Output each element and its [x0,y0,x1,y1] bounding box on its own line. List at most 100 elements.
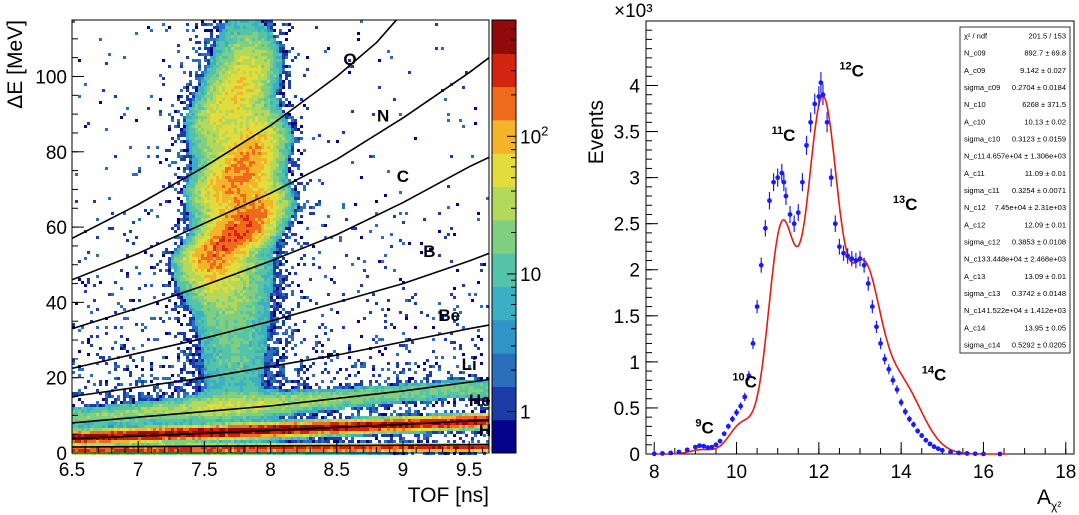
heatmap-cell [249,125,252,128]
heatmap-cell [252,287,255,290]
heatmap-cell [255,122,258,125]
heatmap-cell [249,443,252,446]
heatmap-cell [231,203,234,206]
heatmap-cell [207,368,210,371]
heatmap-cell [252,353,255,356]
heatmap-cell [234,98,237,101]
heatmap-cell [201,149,204,152]
heatmap-cell [219,434,222,437]
heatmap-cell [255,155,258,158]
heatmap-cell [222,146,225,149]
heatmap-cell [201,314,204,317]
heatmap-cell [252,149,255,152]
heatmap-cell [243,296,246,299]
heatmap-cell [240,374,243,377]
heatmap-cell [228,233,231,236]
heatmap-cell [189,428,192,431]
heatmap-cell [159,413,162,416]
heatmap-cell [189,221,192,224]
heatmap-cell [189,128,192,131]
heatmap-cell [249,56,252,59]
heatmap-cell [162,392,165,395]
heatmap-cell [222,257,225,260]
heatmap-cell [261,329,264,332]
heatmap-cell [231,326,234,329]
heatmap-cell [264,101,267,104]
heatmap-cell [156,440,159,443]
heatmap-cell [216,347,219,350]
heatmap-cell [216,86,219,89]
heatmap-cell [216,425,219,428]
heatmap-cell [135,404,138,407]
heatmap-cell [240,371,243,374]
heatmap-cell [246,89,249,92]
heatmap-cell [72,407,75,410]
heatmap-cell [222,59,225,62]
heatmap-cell [201,338,204,341]
heatmap-cell [183,251,186,254]
heatmap-cell [213,278,216,281]
heatmap-cell [231,341,234,344]
heatmap-cell [186,143,189,146]
heatmap-cell [183,263,186,266]
heatmap-cell [153,437,156,440]
heatmap-cell [207,53,210,56]
heatmap-cell [264,371,267,374]
heatmap-cell [225,32,228,35]
heatmap-cell [249,392,252,395]
heatmap-cell [255,107,258,110]
heatmap-cell [240,83,243,86]
heatmap-cell [258,407,261,410]
heatmap-cell [204,56,207,59]
heatmap-cell [177,419,180,422]
heatmap-cell [198,230,201,233]
heatmap-cell [78,59,81,62]
heatmap-cell [99,404,102,407]
heatmap-cell [228,20,231,23]
heatmap-cell [258,56,261,59]
heatmap-cell [183,134,186,137]
heatmap-cell [234,110,237,113]
heatmap-cell [255,266,258,269]
heatmap-cell [225,389,228,392]
heatmap-cell [213,110,216,113]
heatmap-cell [195,359,198,362]
heatmap-cell [78,368,81,371]
heatmap-cell [216,365,219,368]
heatmap-cell [213,239,216,242]
heatmap-cell [243,62,246,65]
heatmap-cell [216,251,219,254]
heatmap-cell [132,401,135,404]
heatmap-cell [255,71,258,74]
heatmap-cell [144,380,147,383]
heatmap-cell [231,245,234,248]
heatmap-cell [78,413,81,416]
heatmap-cell [243,413,246,416]
heatmap-cell [222,260,225,263]
heatmap-cell [123,437,126,440]
heatmap-cell [195,134,198,137]
heatmap-cell [210,311,213,314]
heatmap-cell [81,425,84,428]
heatmap-cell [231,197,234,200]
heatmap-cell [75,173,78,176]
heatmap-cell [231,98,234,101]
heatmap-cell [213,407,216,410]
heatmap-cell [93,425,96,428]
heatmap-cell [195,152,198,155]
heatmap-cell [234,395,237,398]
heatmap-cell [135,419,138,422]
heatmap-cell [213,284,216,287]
heatmap-cell [222,35,225,38]
heatmap-cell [264,65,267,68]
heatmap-cell [213,146,216,149]
heatmap-cell [75,416,78,419]
heatmap-cell [207,227,210,230]
heatmap-cell [213,92,216,95]
heatmap-cell [264,326,267,329]
heatmap-cell [192,149,195,152]
heatmap-cell [198,164,201,167]
heatmap-cell [138,287,141,290]
heatmap-cell [243,242,246,245]
heatmap-cell [177,122,180,125]
